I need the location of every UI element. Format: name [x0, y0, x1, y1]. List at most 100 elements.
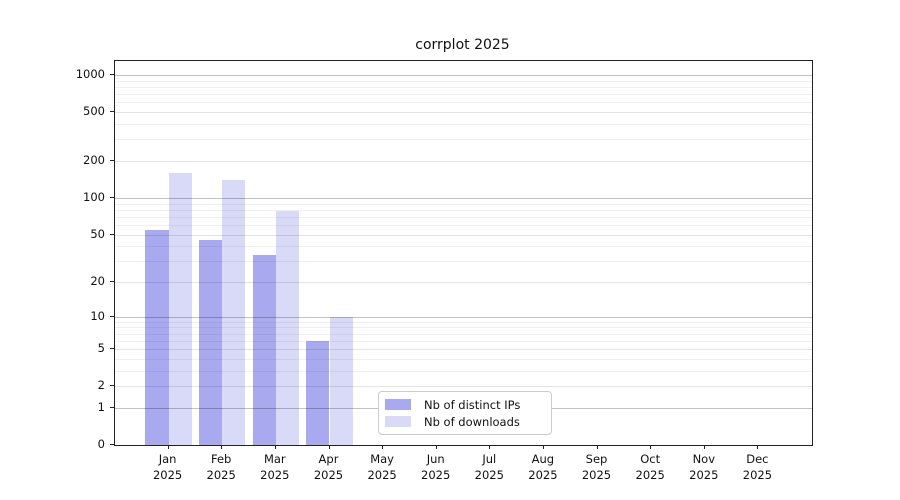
- x-tick-year: 2025: [260, 467, 290, 482]
- legend-item-distinct-ips: Nb of distinct IPs: [385, 398, 543, 412]
- legend-label-downloads: Nb of downloads: [424, 414, 520, 429]
- y-tick-label-100: 100: [83, 189, 105, 204]
- x-tick-year: 2025: [152, 467, 183, 482]
- x-tick-month: Apr: [318, 452, 339, 466]
- x-tick-month: Feb: [211, 452, 232, 466]
- x-tick-year: 2025: [206, 467, 236, 482]
- x-tick-month: Sep: [585, 452, 608, 466]
- bar-mar-distinct-ips: [252, 254, 276, 445]
- x-tick-sep: [596, 445, 598, 449]
- x-tick-aug: [542, 445, 544, 449]
- gridline-70: [115, 216, 812, 218]
- y-tick-label-20: 20: [90, 274, 105, 288]
- chart-title: corrplot 2025: [415, 37, 510, 53]
- bar-apr-distinct-ips: [306, 340, 330, 445]
- gridline-700: [115, 94, 812, 96]
- gridline-900: [115, 80, 812, 82]
- x-tick-apr: [328, 445, 330, 449]
- x-tick-year: 2025: [689, 467, 719, 482]
- x-tick-label-nov: Nov 2025: [676, 452, 732, 483]
- x-tick-year: 2025: [528, 467, 558, 482]
- x-tick-year: 2025: [313, 467, 344, 482]
- x-tick-month: Jan: [158, 452, 177, 466]
- legend-swatch-distinct-ips: [385, 399, 411, 410]
- legend-label-distinct-ips: Nb of distinct IPs: [424, 397, 521, 412]
- x-tick-year: 2025: [421, 467, 451, 482]
- y-tick-label-0: 0: [97, 437, 105, 451]
- gridline-6: [115, 340, 812, 342]
- gridline-40: [115, 246, 812, 248]
- x-tick-label-jul: Jul 2025: [461, 452, 517, 483]
- gridline-20: [115, 282, 812, 283]
- x-tick-month: May: [370, 452, 394, 466]
- x-tick-label-dec: Dec 2025: [729, 452, 785, 483]
- gridline-1000: [115, 75, 812, 76]
- x-tick-year: 2025: [581, 467, 612, 482]
- gridline-9: [115, 321, 812, 323]
- x-tick-jul: [489, 445, 491, 449]
- x-tick-nov: [703, 445, 705, 449]
- y-tick-label-1: 1: [97, 399, 105, 414]
- y-tick-label-2: 2: [97, 378, 105, 393]
- x-tick-label-oct: Oct 2025: [622, 452, 678, 483]
- gridline-200: [115, 161, 812, 162]
- gridline-5: [115, 349, 812, 351]
- bar-jan-distinct-ips: [145, 230, 169, 445]
- y-tick-200: [110, 160, 114, 161]
- x-tick-may: [382, 445, 384, 449]
- x-tick-label-jan: Jan 2025: [140, 452, 196, 483]
- x-tick-year: 2025: [742, 467, 773, 482]
- y-tick-10: [110, 315, 114, 317]
- x-tick-month: Jun: [426, 452, 445, 466]
- y-tick-50: [110, 233, 114, 235]
- gridline-7: [115, 333, 812, 335]
- gridline-600: [115, 102, 812, 104]
- x-tick-month: Jul: [482, 452, 497, 466]
- gridline-800: [115, 87, 812, 88]
- gridline-400: [115, 124, 812, 125]
- x-tick-label-mar: Mar 2025: [247, 452, 303, 483]
- bar-mar-downloads: [275, 211, 300, 445]
- gridline-100: [115, 197, 812, 199]
- gridline-3: [115, 370, 812, 372]
- y-tick-20: [110, 281, 114, 282]
- y-tick-1000: [110, 74, 114, 75]
- x-tick-label-aug: Aug 2025: [515, 452, 571, 483]
- x-tick-month: Aug: [531, 452, 555, 466]
- x-tick-label-jun: Jun 2025: [408, 452, 464, 483]
- gridline-50: [115, 234, 812, 236]
- x-tick-mar: [274, 445, 276, 449]
- y-tick-label-200: 200: [83, 153, 105, 167]
- x-tick-month: Dec: [746, 452, 769, 466]
- y-tick-100: [110, 196, 114, 198]
- bar-feb-downloads: [222, 180, 246, 445]
- y-tick-2: [110, 385, 114, 387]
- x-tick-year: 2025: [474, 467, 504, 482]
- x-tick-month: Nov: [692, 452, 716, 466]
- gridline-500: [115, 112, 812, 114]
- y-tick-500: [110, 111, 114, 113]
- legend: Nb of distinct IPs Nb of downloads: [378, 391, 552, 435]
- legend-item-downloads: Nb of downloads: [385, 415, 543, 429]
- y-tick-0: [110, 444, 114, 445]
- legend-swatch-downloads: [385, 416, 411, 427]
- y-tick-1: [110, 406, 114, 408]
- gridline-2: [115, 386, 812, 388]
- gridline-90: [115, 203, 812, 205]
- bar-jan-downloads: [168, 172, 192, 445]
- x-tick-oct: [650, 445, 652, 449]
- gridline-60: [115, 224, 812, 226]
- x-tick-jan: [167, 445, 169, 449]
- gridline-30: [115, 261, 812, 263]
- plot-area: [114, 60, 813, 446]
- x-tick-label-feb: Feb 2025: [193, 452, 249, 483]
- y-tick-label-50: 50: [90, 226, 105, 241]
- x-tick-month: Mar: [263, 452, 286, 466]
- x-tick-month: Oct: [640, 452, 661, 466]
- x-tick-label-apr: Apr 2025: [301, 452, 357, 483]
- gridline-80: [115, 209, 812, 211]
- gridline-10: [115, 316, 812, 318]
- x-tick-dec: [757, 445, 759, 449]
- y-tick-label-5: 5: [97, 341, 105, 356]
